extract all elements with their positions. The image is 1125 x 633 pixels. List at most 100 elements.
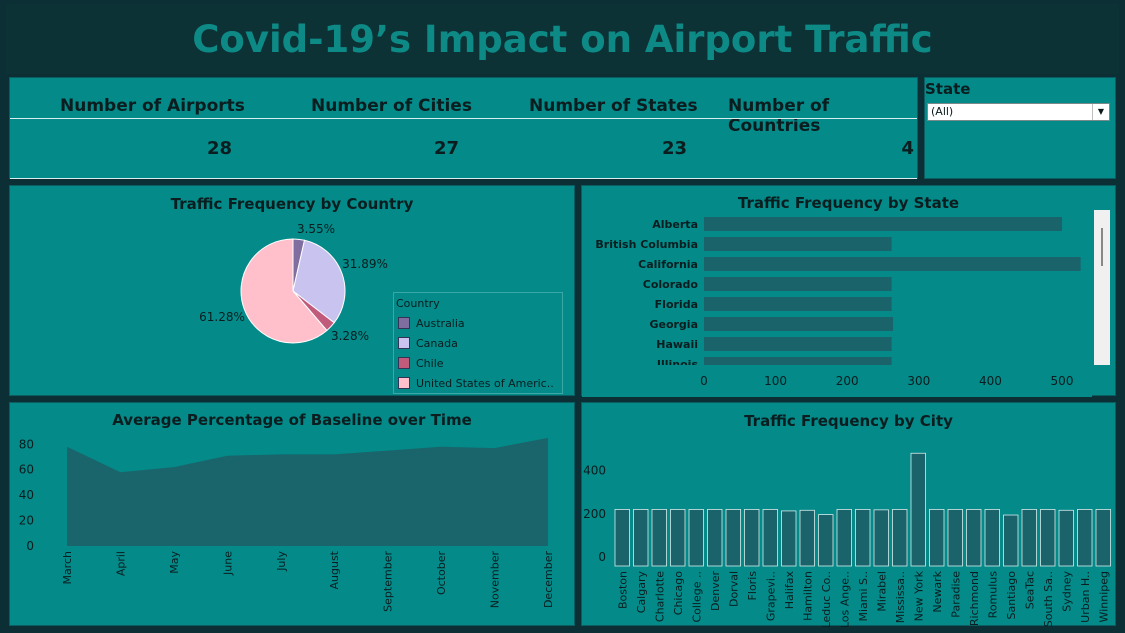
area-xtick-4: June (221, 551, 234, 576)
legend-item-chile[interactable]: Chile (398, 357, 444, 370)
area-xtick-1: March (61, 551, 74, 585)
city-bar-9 (762, 509, 778, 567)
state-xtick-2: 100 (764, 374, 787, 388)
state-label-1: Alberta (652, 218, 698, 231)
city-bar-27 (1095, 509, 1111, 567)
city-label-20: Richmond (968, 571, 981, 626)
area-xtick-9: November (489, 551, 502, 609)
state-chart-panel: Traffic Frequency by State Alberta Britis… (581, 185, 1116, 397)
legend-item-usa[interactable]: United States of Americ.. (398, 377, 554, 390)
state-xtick-4: 300 (907, 374, 930, 388)
country-pie-chart: 3.55% 31.89% 3.28% 61.28% (199, 222, 388, 344)
state-label-4: Colorado (643, 278, 699, 291)
city-ytick-3: 400 (583, 464, 606, 478)
area-xtick-3: May (168, 551, 181, 574)
legend-item-australia[interactable]: Australia (398, 317, 465, 330)
dashboard-title: Covid-19’s Impact on Airport Traffic (6, 4, 1119, 74)
city-label-1: Boston (616, 571, 629, 609)
city-label-8: Floris (746, 571, 759, 601)
city-bar-1 (614, 509, 630, 567)
city-bar-2 (633, 509, 649, 567)
city-label-15: Mirabel (875, 571, 888, 612)
city-bar-11 (799, 509, 815, 567)
city-bar-26 (1077, 509, 1093, 567)
area-ytick-1: 0 (26, 539, 34, 553)
city-bar-4 (670, 509, 686, 567)
state-chart-scrollbar[interactable] (1094, 210, 1110, 365)
city-bar-6 (707, 509, 723, 567)
area-ytick-3: 40 (19, 488, 34, 502)
city-label-6: Denver (709, 571, 722, 611)
city-bar-25 (1058, 509, 1074, 567)
city-label-5: College .. (690, 571, 703, 623)
city-chart-title: Traffic Frequency by City (744, 412, 953, 430)
kpi-value-airports: 28 (206, 138, 232, 159)
legend-swatch (398, 377, 410, 389)
legend-swatch (398, 317, 410, 329)
area-ytick-2: 20 (19, 514, 34, 528)
city-label-11: Hamilton (801, 571, 814, 621)
state-label-7: Hawaii (656, 338, 698, 351)
state-bar-6 (704, 317, 894, 331)
city-chart-panel: Traffic Frequency by City 0 200 400 Boston C… (581, 402, 1116, 627)
area-xtick-5: July (275, 551, 288, 572)
pie-label-2: 31.89% (342, 257, 388, 271)
area-ytick-5: 80 (19, 437, 34, 451)
city-label-16: Mississa.. (894, 571, 907, 623)
city-bar-19 (947, 509, 963, 567)
state-bar-7 (704, 337, 892, 351)
state-label-2: British Columbia (595, 238, 698, 251)
city-label-12: Leduc Co.. (820, 571, 833, 627)
city-label-17: New York (912, 570, 925, 621)
pie-slice-4 (240, 238, 328, 344)
area-ytick-4: 60 (19, 463, 34, 477)
city-label-9: Grapevi.. (764, 571, 777, 621)
pie-label-1: 3.55% (297, 222, 335, 236)
chevron-down-icon[interactable]: ▼ (1092, 104, 1109, 120)
pie-label-4: 61.28% (199, 310, 245, 324)
state-label-3: California (638, 258, 698, 271)
kpi-value-countries: 4 (901, 138, 914, 159)
legend-label: Chile (416, 357, 444, 370)
city-label-13: Los Ange.. (838, 571, 851, 627)
city-bar-23 (1021, 509, 1037, 567)
city-label-24: South Sa.. (1042, 571, 1055, 627)
city-bar-8 (744, 509, 760, 567)
baseline-chart-title: Average Percentage of Baseline over Time (112, 411, 472, 429)
country-legend: Country Australia Canada Chile United St… (393, 292, 563, 394)
state-bar-5 (704, 297, 892, 311)
legend-label: United States of Americ.. (416, 377, 554, 390)
scrollbar-thumb[interactable] (1101, 228, 1103, 266)
state-axis-bg (582, 365, 1092, 397)
city-bar-12 (818, 514, 834, 567)
state-filter-label: State (925, 80, 971, 98)
pie-slice-2 (292, 239, 346, 324)
country-chart-panel: Traffic Frequency by Country 3.55% 31.89%… (9, 185, 575, 396)
kpi-label-airports: Number of Airports (60, 96, 245, 116)
city-label-26: Urban H.. (1079, 571, 1092, 623)
city-label-10: Halifax (783, 571, 796, 610)
legend-swatch (398, 337, 410, 349)
city-label-18: Newark (931, 570, 944, 612)
state-dropdown[interactable]: (All) ▼ (927, 103, 1110, 121)
legend-label: Canada (416, 337, 458, 350)
legend-item-canada[interactable]: Canada (398, 337, 458, 350)
city-bar-17 (910, 452, 926, 567)
kpi-divider (10, 118, 917, 119)
state-dropdown-value: (All) (931, 105, 954, 118)
kpi-label-countries: Number of Countries (728, 96, 830, 136)
city-label-22: Santiago (1005, 571, 1018, 620)
kpi-panel: Number of Airports Number of Cities Numb… (9, 77, 918, 179)
city-bar-22 (1003, 514, 1019, 567)
state-label-6: Georgia (649, 318, 698, 331)
city-ytick-2: 200 (583, 507, 606, 521)
baseline-chart-panel: Average Percentage of Baseline over Time… (9, 402, 575, 626)
state-xtick-6: 500 (1051, 374, 1074, 388)
state-bar-chart: Alberta British Columbia California Colorad… (582, 217, 1092, 397)
baseline-area-chart: 0 20 40 60 80 March April May June July August Sept… (19, 437, 555, 612)
city-label-3: Charlotte (653, 571, 666, 622)
city-label-27: Winnipeg (1097, 571, 1110, 622)
state-xtick-5: 400 (979, 374, 1002, 388)
kpi-value-states: 23 (661, 138, 687, 159)
city-bar-10 (781, 510, 797, 567)
